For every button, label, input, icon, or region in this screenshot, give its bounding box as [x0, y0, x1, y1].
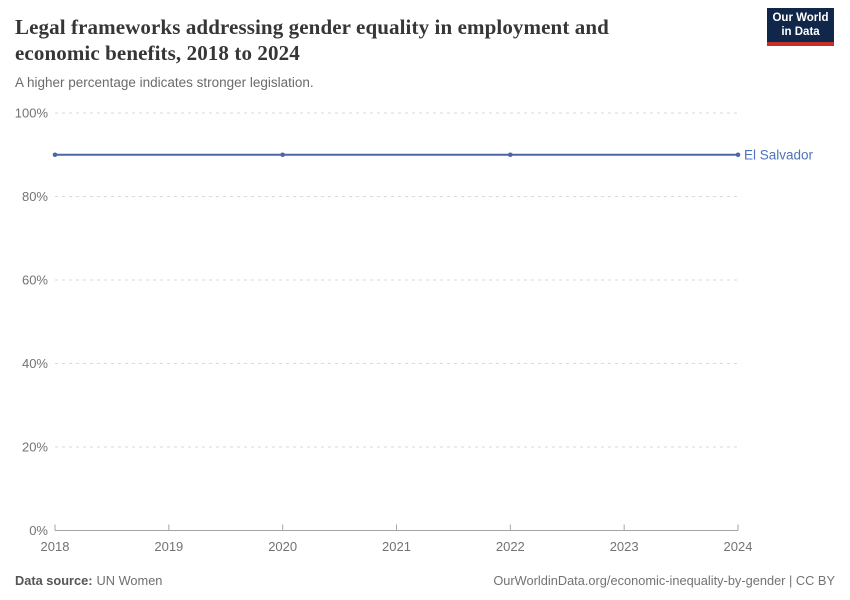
y-axis-label-80: 80%	[22, 189, 48, 204]
logo-text-line-2: in Data	[781, 25, 820, 38]
title-line-2: economic benefits, 2018 to 2024	[15, 41, 300, 65]
x-axis-label-2018: 2018	[41, 539, 70, 554]
data-point-2020	[280, 152, 285, 158]
data-point-2022	[508, 152, 513, 158]
y-axis-label-100: 100%	[15, 106, 49, 121]
x-axis-label-2021: 2021	[382, 539, 411, 554]
title-line-1: Legal frameworks addressing gender equal…	[15, 15, 609, 39]
chart-subtitle: A higher percentage indicates stronger l…	[15, 75, 314, 90]
credit-link: OurWorldinData.org/economic-inequality-b…	[493, 573, 835, 588]
logo-text-line-1: Our World	[772, 12, 829, 24]
chart-footer: Data source: UN Women OurWorldinData.org/…	[15, 573, 835, 588]
data-source: Data source: UN Women	[15, 573, 162, 588]
y-axis-label-40: 40%	[22, 356, 48, 371]
y-axis-label-60: 60%	[22, 273, 48, 288]
y-axis-label-0: 0%	[29, 523, 48, 538]
series-label-el-salvador: El Salvador	[744, 147, 814, 162]
x-axis-label-2020: 2020	[268, 539, 297, 554]
y-axis-label-20: 20%	[22, 440, 48, 455]
x-axis-label-2022: 2022	[496, 539, 525, 554]
x-axis-label-2024: 2024	[724, 539, 753, 554]
x-axis-label-2023: 2023	[610, 539, 639, 554]
data-point-2018	[52, 152, 58, 158]
data-point-2024	[735, 152, 741, 158]
page-title: Legal frameworks addressing gender equal…	[15, 14, 609, 66]
x-axis-label-2019: 2019	[154, 539, 183, 554]
line-chart: 0% 20% 40% 60% 80% 100% 2018 2019 2020 2021 2022 20…	[15, 106, 814, 555]
data-source-label: Data source:	[15, 573, 93, 588]
owid-logo: Our World in Data	[767, 8, 834, 46]
data-source-value: UN Women	[96, 573, 163, 588]
